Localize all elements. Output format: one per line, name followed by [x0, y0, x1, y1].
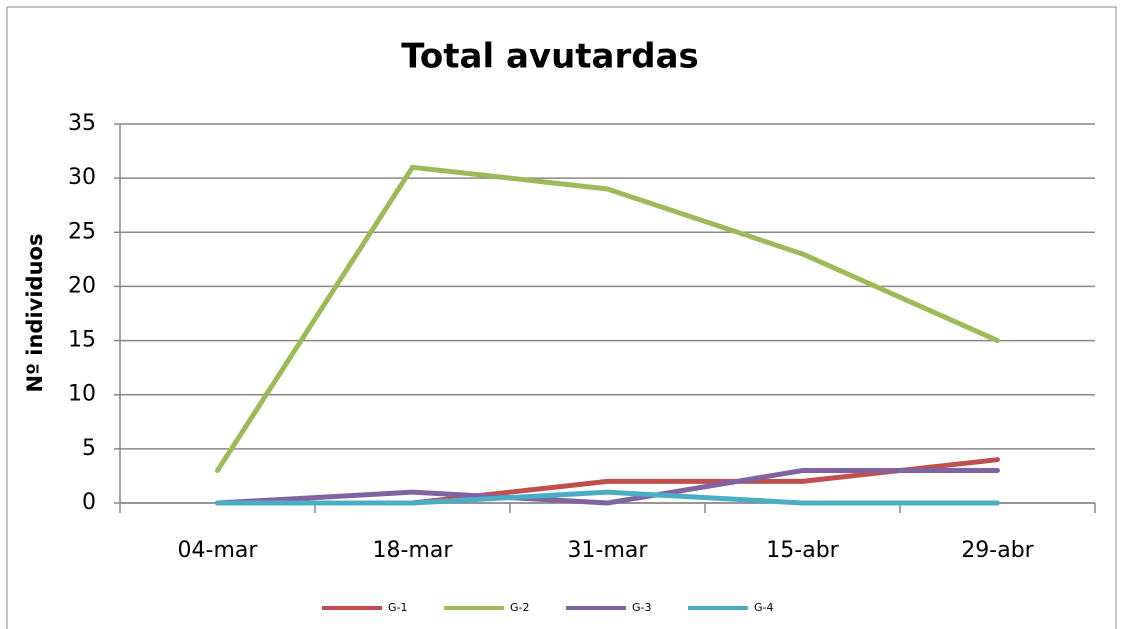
y-tick-label: 15	[68, 328, 96, 353]
y-tick-label: 5	[82, 436, 96, 461]
legend-label: G-1	[388, 601, 408, 614]
legend-label: G-4	[754, 601, 774, 614]
chart-frame	[6, 6, 1117, 629]
y-tick-label: 10	[68, 382, 96, 407]
chart-title: Total avutardas	[401, 37, 699, 77]
y-tick-label: 25	[68, 219, 96, 244]
legend-label: G-3	[632, 601, 652, 614]
series-line	[215, 164, 1000, 474]
x-tick-label: 18-mar	[373, 538, 454, 563]
y-tick-label: 35	[68, 111, 96, 136]
x-tick-label: 31-mar	[568, 538, 649, 563]
x-tick-label: 15-abr	[766, 538, 839, 563]
series-line	[215, 468, 1000, 506]
series-line	[215, 489, 1000, 506]
y-axis-label: Nº individuos	[23, 234, 47, 393]
legend-label: G-2	[510, 601, 530, 614]
x-tick-label: 29-abr	[961, 538, 1034, 563]
y-tick-label: 0	[82, 490, 96, 515]
x-tick-label: 04-mar	[178, 538, 259, 563]
y-tick-label: 30	[68, 165, 96, 190]
y-tick-label: 20	[68, 273, 96, 298]
